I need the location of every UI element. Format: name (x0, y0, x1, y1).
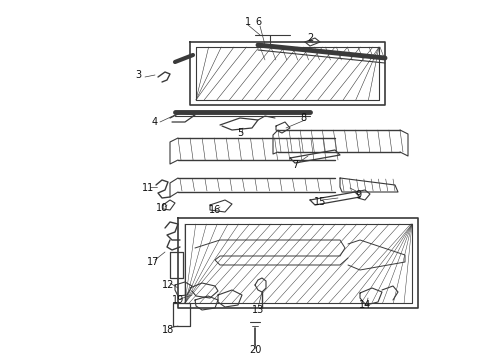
Text: 5: 5 (237, 128, 243, 138)
Text: 7: 7 (292, 160, 298, 170)
Text: 9: 9 (355, 190, 361, 200)
Text: 8: 8 (300, 113, 306, 123)
Text: 12: 12 (162, 280, 174, 290)
Text: 1: 1 (245, 17, 251, 27)
Text: 16: 16 (209, 205, 221, 215)
Text: 17: 17 (147, 257, 159, 267)
Text: 4: 4 (152, 117, 158, 127)
Text: 10: 10 (156, 203, 168, 213)
Text: 11: 11 (142, 183, 154, 193)
Text: 6: 6 (255, 17, 261, 27)
Text: 19: 19 (172, 295, 184, 305)
Text: 18: 18 (162, 325, 174, 335)
Text: 13: 13 (252, 305, 264, 315)
Text: 14: 14 (359, 300, 371, 310)
Text: 3: 3 (135, 70, 141, 80)
Text: 15: 15 (314, 197, 326, 207)
Text: 2: 2 (307, 33, 313, 43)
Text: 20: 20 (249, 345, 261, 355)
